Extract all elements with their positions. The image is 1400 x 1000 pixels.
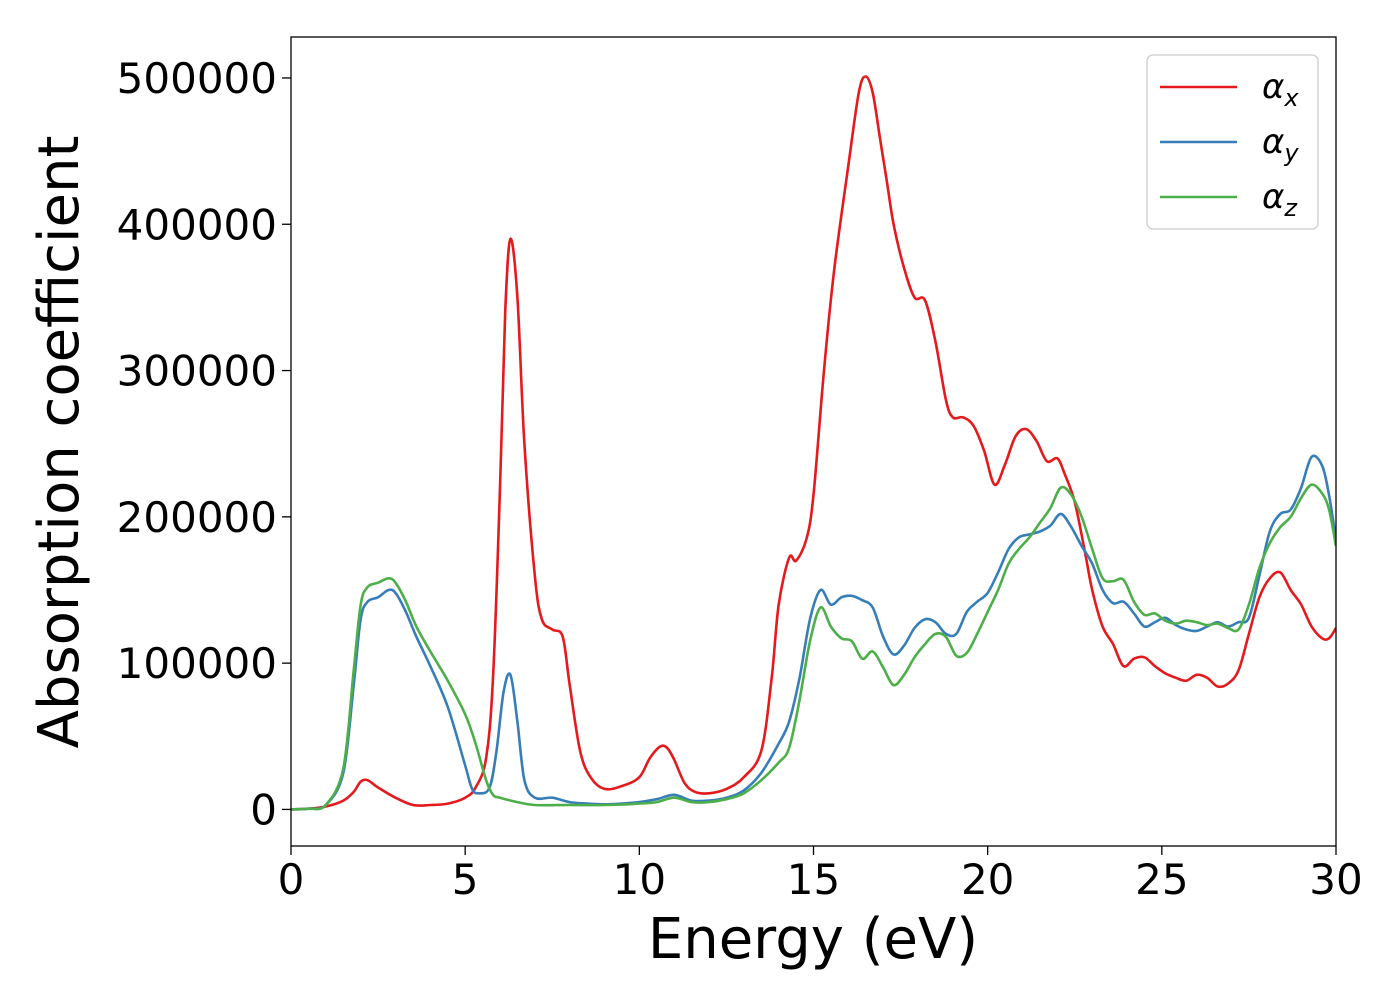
y-tick-label: 200000	[117, 493, 277, 542]
y-tick-label: 100000	[117, 639, 277, 688]
x-tick-label: 30	[1309, 855, 1362, 904]
y-tick-label: 500000	[117, 54, 277, 103]
legend-label-alpha-x: αx	[1262, 67, 1299, 112]
y-tick-label: 400000	[117, 200, 277, 249]
y-tick-label: 0	[250, 785, 277, 834]
x-tick-label: 20	[961, 855, 1014, 904]
series-line-alpha-x	[291, 75, 1336, 811]
x-tick-label: 10	[613, 855, 666, 904]
x-tick-label: 25	[1135, 855, 1188, 904]
x-tick-label: 0	[278, 855, 305, 904]
y-axis-title: Absorption coefficient	[27, 136, 92, 749]
x-axis-title: Energy (eV)	[648, 907, 978, 972]
x-axis-ticks: 0 5 10 15 20 25 30	[278, 846, 1363, 904]
y-tick-label: 300000	[117, 347, 277, 396]
x-tick-label: 15	[787, 855, 840, 904]
legend-label-alpha-y: αy	[1262, 122, 1299, 167]
x-tick-label: 5	[452, 855, 479, 904]
legend: αx αy αz	[1146, 54, 1319, 230]
series-line-alpha-z	[291, 483, 1336, 811]
legend-label-alpha-z: αz	[1262, 177, 1298, 222]
y-axis-ticks: 0 100000 200000 300000 400000 500000	[117, 54, 291, 834]
plot-lines	[291, 75, 1336, 811]
series-line-alpha-y	[291, 454, 1336, 811]
